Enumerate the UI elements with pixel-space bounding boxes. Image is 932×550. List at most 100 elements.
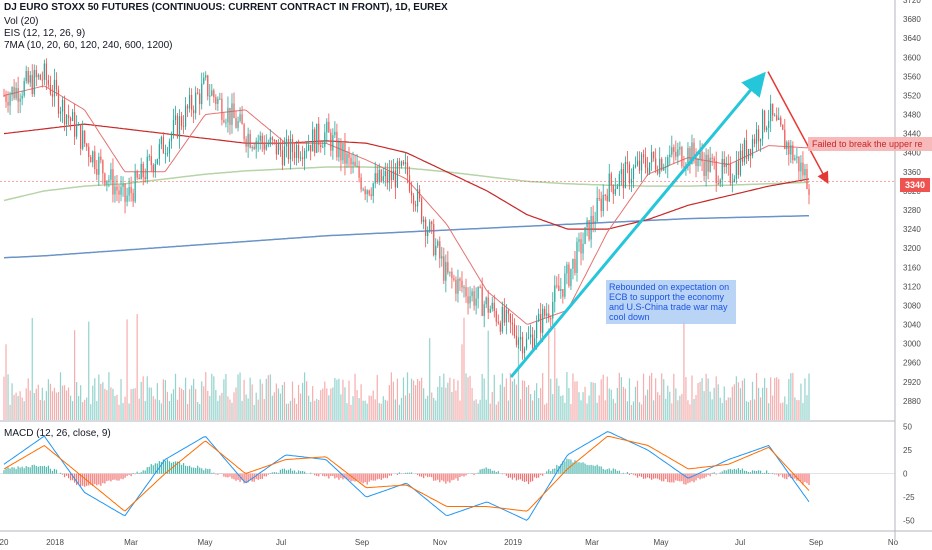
candle-body [703, 161, 705, 176]
candle-body [665, 167, 667, 169]
macd-tick-label: 0 [903, 470, 908, 479]
volume-bar [624, 388, 627, 420]
volume-bar [263, 399, 265, 420]
volume-bar [414, 385, 417, 420]
candle-body [612, 185, 614, 195]
candle-body [580, 239, 582, 254]
candle-body [527, 337, 530, 339]
candle-body [699, 151, 701, 159]
candle-body [203, 77, 205, 84]
candle-body [295, 145, 298, 159]
candle-body [477, 286, 479, 299]
candle-body [370, 194, 372, 196]
macd-histogram-bar [665, 473, 667, 479]
note-ecb-rebound[interactable]: Rebounded on expectation on ECB to suppo… [606, 280, 736, 324]
candle-body [297, 145, 300, 159]
candle-body [447, 262, 449, 273]
macd-histogram-bar [11, 467, 13, 474]
candle-body [247, 133, 249, 147]
candle-body [529, 334, 532, 338]
macd-histogram-bar [239, 473, 241, 482]
macd-histogram-bar [788, 473, 790, 477]
legend-eis[interactable]: EIS (12, 12, 26, 9) [4, 28, 86, 39]
legend-vol[interactable]: Vol (20) [4, 16, 39, 27]
macd-histogram-bar [108, 473, 110, 481]
macd-histogram-bar [667, 473, 669, 482]
legend-macd[interactable]: MACD (12, 26, close, 9) [4, 428, 111, 439]
candle-body [324, 132, 326, 147]
candle-body [257, 140, 259, 142]
volume-bar [600, 379, 602, 420]
volume-bar [255, 392, 257, 420]
macd-histogram-bar [388, 473, 390, 476]
candle-body [114, 186, 116, 195]
volume-bar [576, 381, 578, 420]
volume-bar [544, 404, 546, 420]
candle-body [548, 313, 550, 319]
price-tick-label: 3080 [903, 301, 921, 310]
volume-bar [186, 404, 189, 420]
volume-bar [429, 338, 431, 420]
volume-bar [203, 386, 205, 420]
candle-body [776, 115, 778, 121]
macd-histogram-bar [189, 465, 191, 474]
volume-bar [713, 387, 715, 420]
candle-body [598, 197, 600, 199]
macd-histogram-bar [316, 473, 318, 476]
candle-body [693, 142, 695, 157]
macd-histogram-bar [39, 466, 41, 474]
volume-bar [352, 396, 354, 420]
candle-body [657, 169, 659, 174]
candle-body [134, 171, 136, 202]
macd-histogram-bar [697, 473, 699, 479]
macd-histogram-bar [709, 473, 711, 477]
trend-arrows[interactable] [0, 71, 895, 379]
time-tick-label: No [888, 538, 899, 547]
macd-histogram-bar [277, 472, 279, 474]
candle-body [304, 150, 306, 159]
note-failed-break[interactable]: Failed to break the upper re [808, 137, 932, 151]
volume-bar [324, 381, 326, 420]
macd-histogram-bar [273, 472, 275, 474]
volume-bar [376, 375, 378, 420]
legend-ma[interactable]: 7MA (10, 20, 60, 120, 240, 600, 1200) [4, 40, 173, 51]
candle-body [100, 156, 102, 161]
macd-histogram-bar [267, 473, 269, 475]
candle-body [632, 167, 635, 179]
macd-histogram-bar [626, 472, 629, 474]
volume-bar [687, 400, 689, 420]
volume-bar [443, 373, 445, 420]
macd-histogram-bar [380, 473, 382, 480]
volume-bar [725, 400, 727, 420]
volume-bar [509, 373, 512, 420]
volume-bar [651, 372, 653, 420]
macd-histogram-bar [209, 468, 211, 474]
volume-bar [25, 388, 27, 420]
volume-bar [747, 402, 750, 420]
macd-histogram-bar [136, 471, 138, 474]
volume-bar [675, 388, 677, 420]
candle-body [743, 140, 746, 163]
volume-bar [90, 404, 92, 420]
candle-body [562, 289, 564, 297]
macd-histogram-bar [576, 462, 578, 474]
price-tick-label: 3680 [903, 15, 921, 24]
volume-bar [146, 376, 148, 420]
volume-bar [435, 400, 437, 420]
volume-bar [275, 383, 277, 420]
volume-bar [685, 376, 687, 420]
macd-histogram-bar [332, 473, 334, 477]
volume-bar [552, 394, 554, 420]
volume-bar [431, 392, 433, 420]
volume-bar [225, 374, 227, 420]
macd-histogram-bar [554, 468, 556, 474]
price-tick-label: 2880 [903, 397, 921, 406]
macd-histogram-bar [703, 473, 705, 479]
volume-bar [372, 390, 374, 420]
volume-bar [701, 378, 703, 420]
candle-body [594, 221, 596, 224]
volume-bar [281, 384, 284, 420]
ma-1200-line [3, 214, 810, 259]
volume-bar [100, 383, 102, 420]
